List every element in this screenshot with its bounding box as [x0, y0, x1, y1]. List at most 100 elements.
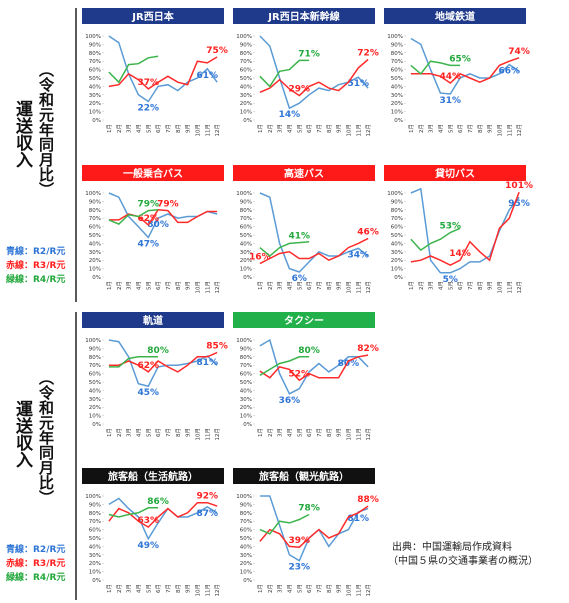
y-tick-label: 80% [89, 355, 101, 361]
title-bar [82, 165, 224, 181]
y-tick-label: 10% [240, 414, 252, 420]
y-tick-label: 90% [89, 502, 101, 508]
chart-title: 貸切バス [434, 167, 475, 180]
x-tick-label: 12月 [214, 281, 221, 294]
y-tick-label: 50% [89, 76, 101, 82]
y-tick-label: 30% [240, 553, 252, 559]
series-line [108, 209, 159, 225]
y-tick-label: 20% [240, 258, 252, 264]
y-tick-label: 60% [240, 528, 252, 534]
series-line [259, 356, 310, 376]
x-tick-label: 2月 [116, 124, 123, 133]
value-label: 34% [347, 250, 369, 260]
x-tick-label: 9月 [336, 281, 343, 290]
y-tick-label: 40% [391, 241, 403, 247]
x-tick-label: 9月 [185, 281, 192, 290]
x-tick-label: 2月 [116, 428, 123, 437]
y-tick-label: 40% [89, 544, 101, 550]
x-tick-label: 7月 [165, 584, 172, 593]
x-tick-label: 6月 [306, 281, 313, 290]
x-tick-label: 6月 [457, 281, 464, 290]
value-label: 62% [137, 361, 159, 371]
y-tick-label: 30% [240, 250, 252, 256]
x-tick-label: 3月 [277, 281, 284, 290]
value-label: 80% [147, 346, 169, 356]
x-tick-label: 7月 [165, 428, 172, 437]
x-tick-label: 12月 [516, 124, 523, 137]
y-tick-label: 0% [92, 422, 101, 428]
y-tick-label: 70% [89, 519, 101, 525]
x-tick-label: 8月 [175, 428, 182, 437]
y-tick-label: 20% [391, 101, 403, 107]
x-tick-label: 10月 [194, 428, 201, 441]
value-label: 31% [439, 96, 461, 106]
y-tick-label: 60% [89, 225, 101, 231]
x-tick-label: 8月 [326, 281, 333, 290]
x-tick-label: 1月 [257, 428, 264, 437]
x-tick-label: 5月 [447, 281, 454, 290]
x-tick-label: 6月 [155, 428, 162, 437]
x-tick-label: 9月 [336, 584, 343, 593]
x-tick-label: 6月 [155, 124, 162, 133]
x-tick-label: 7月 [165, 281, 172, 290]
y-tick-label: 60% [240, 372, 252, 378]
x-tick-label: 10月 [496, 281, 503, 294]
y-tick-label: 10% [391, 110, 403, 116]
y-tick-label: 40% [391, 84, 403, 90]
y-tick-label: 100% [387, 191, 403, 197]
x-tick-label: 2月 [116, 281, 123, 290]
x-tick-label: 9月 [487, 124, 494, 133]
title-bar [384, 165, 526, 181]
x-tick-label: 1月 [106, 281, 113, 290]
value-label: 88% [357, 495, 379, 505]
series-line [410, 227, 461, 252]
value-label: 22% [137, 104, 159, 114]
y-tick-label: 30% [89, 397, 101, 403]
x-tick-label: 12月 [365, 428, 372, 441]
y-tick-label: 50% [89, 380, 101, 386]
title-bar [82, 8, 224, 24]
y-tick-label: 0% [394, 275, 403, 281]
x-tick-label: 11月 [204, 124, 211, 137]
x-tick-label: 12月 [365, 124, 372, 137]
y-tick-label: 10% [89, 267, 101, 273]
x-tick-label: 12月 [365, 281, 372, 294]
x-tick-label: 4月 [437, 124, 444, 133]
y-tick-label: 60% [391, 68, 403, 74]
y-tick-label: 70% [391, 216, 403, 222]
x-tick-label: 10月 [345, 124, 352, 137]
x-tick-label: 12月 [214, 428, 221, 441]
x-tick-label: 6月 [155, 281, 162, 290]
y-tick-label: 70% [240, 363, 252, 369]
source: （中国５県の交通事業者の概況） [388, 556, 538, 567]
side-main: 運送収入 [12, 400, 32, 468]
y-tick-label: 60% [240, 68, 252, 74]
y-tick-label: 90% [391, 42, 403, 48]
value-label: 86% [147, 497, 169, 507]
chart-title: 旅客船（観光航路） [259, 470, 349, 483]
title-bar [233, 468, 375, 484]
x-tick-label: 5月 [447, 124, 454, 133]
value-label: 85% [206, 342, 228, 352]
x-tick-label: 4月 [286, 428, 293, 437]
x-tick-label: 5月 [145, 124, 152, 133]
x-tick-label: 1月 [106, 428, 113, 437]
x-tick-label: 8月 [477, 281, 484, 290]
legend-item: 赤線：R3/R元 [6, 559, 66, 569]
source: 出典：中国運輸局作成資料 [392, 542, 512, 553]
value-label: 79% [157, 200, 179, 210]
x-tick-label: 12月 [365, 584, 372, 597]
y-tick-label: 30% [240, 397, 252, 403]
x-tick-label: 1月 [106, 124, 113, 133]
title-bar [233, 312, 375, 328]
value-label: 82% [357, 344, 379, 354]
y-tick-label: 50% [89, 536, 101, 542]
series-line [259, 35, 369, 110]
x-tick-label: 2月 [418, 281, 425, 290]
y-tick-label: 60% [391, 225, 403, 231]
x-tick-label: 7月 [467, 124, 474, 133]
y-tick-label: 70% [391, 59, 403, 65]
chart-title: 高速バス [284, 167, 324, 180]
series-line [410, 57, 520, 84]
series-line [108, 35, 218, 103]
